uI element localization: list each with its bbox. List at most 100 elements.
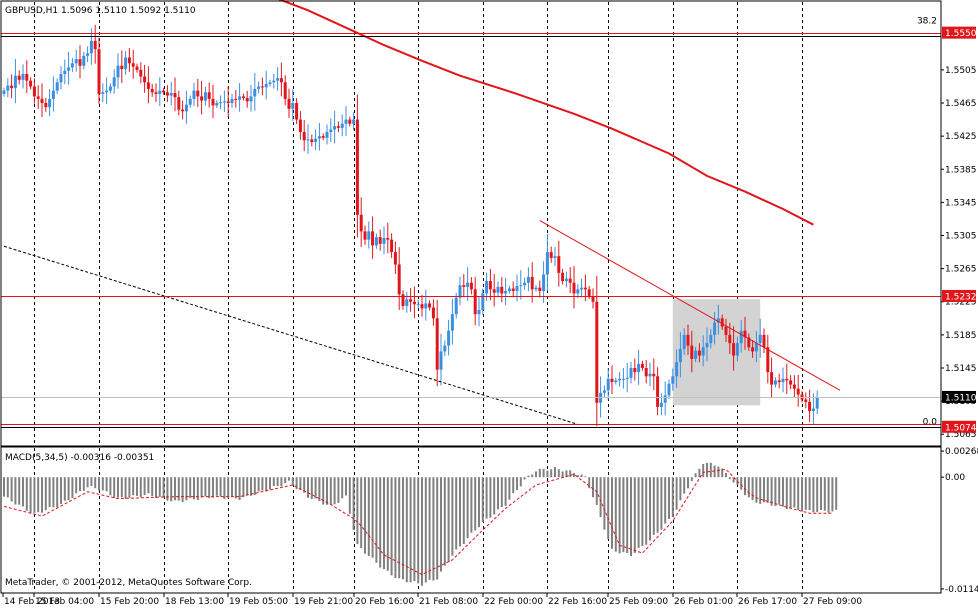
candle-body [549, 252, 553, 258]
candle-body [333, 126, 337, 130]
candle-body [367, 231, 371, 240]
candle-body [276, 78, 280, 81]
candle-body [401, 294, 405, 306]
time-tick-label: 21 Feb 08:00 [419, 597, 478, 607]
candle-body [382, 237, 386, 244]
candle-body [386, 237, 390, 240]
candle-body [211, 98, 215, 106]
candle-body [781, 378, 785, 383]
candle-body [709, 334, 713, 344]
candle-body [181, 109, 185, 112]
candle-body [321, 136, 325, 138]
resistance-trendline[interactable] [539, 220, 841, 391]
candle-body [295, 103, 299, 120]
candle-body [314, 138, 318, 142]
level-price-box [942, 420, 976, 433]
candle-body [36, 96, 40, 99]
candle-body [245, 98, 249, 102]
candle-body [127, 57, 131, 64]
candle-body [48, 98, 52, 108]
candle-body [686, 334, 690, 346]
candle-body [196, 90, 200, 97]
candle-body [583, 287, 587, 290]
candle-body [169, 93, 173, 96]
candle-body [359, 214, 363, 232]
candle-body [44, 103, 48, 108]
candle-body [758, 334, 762, 344]
candle-body [671, 376, 675, 384]
time-tick-label: 19 Feb 21:00 [294, 597, 353, 607]
current-price-box [942, 390, 976, 403]
candle-body [488, 281, 492, 290]
candle-body [553, 256, 557, 258]
candle-body [188, 98, 192, 105]
candle-body [580, 287, 584, 290]
candle-body [268, 82, 272, 84]
candle-body [131, 63, 135, 67]
candle-body [207, 92, 211, 99]
symbol-header: GBPUSD,H1 1.5096 1.5110 1.5092 1.5110 [5, 6, 196, 16]
candle-body [165, 92, 169, 96]
candle-body [481, 293, 485, 311]
candle-body [808, 401, 812, 412]
candle-body [374, 237, 378, 246]
candle-body [317, 136, 321, 139]
candle-body [264, 83, 268, 88]
time-tick-label: 20 Feb 16:00 [355, 597, 414, 607]
candle-body [568, 278, 572, 283]
time-tick-label: 27 Feb 09:00 [803, 597, 862, 607]
candle-body [724, 326, 728, 335]
candle-body [777, 380, 781, 383]
macd-tick-label: 0.00268 [945, 447, 978, 457]
candle-body [17, 75, 21, 80]
candle-body [694, 350, 698, 359]
candle-body [219, 102, 223, 104]
candle-body [561, 272, 565, 282]
candle-body [177, 97, 181, 110]
candle-body [656, 376, 660, 407]
candle-body [424, 303, 428, 309]
candle-body [215, 103, 219, 106]
candle-body [325, 132, 329, 138]
candle-body [154, 92, 158, 94]
candle-body [420, 304, 424, 309]
candle-body [796, 388, 800, 395]
candle-body [146, 82, 150, 89]
candle-body [412, 301, 416, 305]
candle-body [352, 119, 356, 124]
candle-body [450, 314, 454, 331]
price-tick-label: 1.5505 [945, 66, 977, 76]
candle-body [2, 90, 6, 94]
candle-body [340, 123, 344, 128]
candle-body [105, 90, 109, 93]
candle-body [572, 282, 576, 294]
candle-body [291, 103, 295, 109]
price-tick-label: 1.5345 [945, 198, 977, 208]
candle-body [739, 330, 743, 344]
candle-body [678, 348, 682, 363]
candle-body [59, 74, 63, 83]
candle-body [697, 350, 701, 356]
candle-body [416, 304, 420, 306]
time-tick-label: 26 Feb 17:00 [738, 597, 797, 607]
candle-body [466, 282, 470, 287]
watermark: MetaTrader, © 2001-2012, MetaQuotes Soft… [5, 578, 252, 588]
candle-body [120, 65, 124, 70]
candle-body [405, 299, 409, 306]
candle-body [86, 53, 90, 56]
candle-body [21, 74, 25, 80]
candle-body [55, 82, 59, 91]
candle-body [625, 377, 629, 379]
time-tick-label: 15 Feb 20:00 [100, 597, 159, 607]
highlight-box[interactable] [672, 299, 761, 406]
price-tick-label: 1.5385 [945, 165, 977, 175]
candle-body [716, 318, 720, 323]
dashed-trendline[interactable] [3, 245, 578, 425]
candle-body [800, 394, 804, 400]
candle-body [435, 318, 439, 370]
candle-body [614, 380, 618, 383]
candle-body [610, 378, 614, 383]
candle-body [762, 334, 766, 348]
